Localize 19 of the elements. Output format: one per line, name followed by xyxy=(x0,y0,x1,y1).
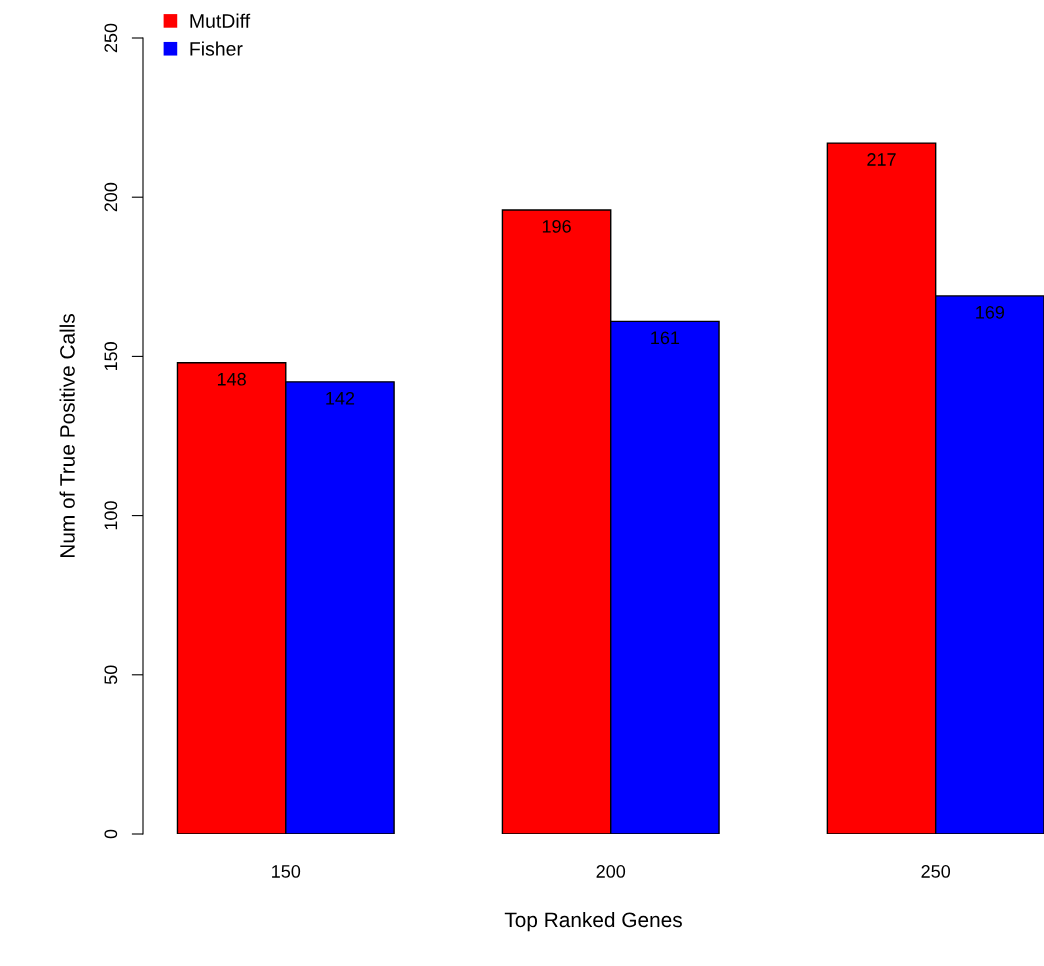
data-label: 217 xyxy=(867,153,896,166)
legend-label: MutDiff xyxy=(190,13,251,28)
data-label: 161 xyxy=(651,331,680,345)
x-axis-title: Top Ranked Genes xyxy=(504,911,682,932)
x-tick-label: 250 xyxy=(921,865,951,878)
y-tick-label: 150 xyxy=(104,342,118,371)
y-tick-label: 200 xyxy=(104,182,118,212)
data-label: 142 xyxy=(326,391,355,405)
data-label: 148 xyxy=(217,372,246,386)
data-label: 196 xyxy=(542,219,571,233)
x-tick-label: 150 xyxy=(272,865,301,878)
y-tick-label: 50 xyxy=(104,665,118,685)
y-tick-label: 250 xyxy=(104,23,118,53)
y-axis-title: Num of True Positive Calls xyxy=(59,314,75,558)
data-label: 169 xyxy=(976,305,1005,319)
y-tick-label: 100 xyxy=(104,501,118,530)
x-tick-label: 200 xyxy=(596,865,626,878)
legend-label: Fisher xyxy=(190,41,243,56)
y-tick-label: 0 xyxy=(104,829,118,839)
